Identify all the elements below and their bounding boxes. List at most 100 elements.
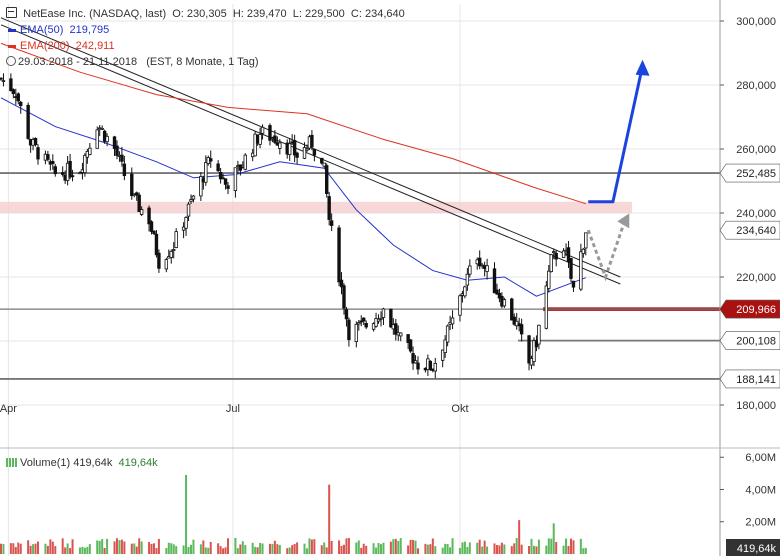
candle <box>19 100 23 114</box>
candle <box>339 272 344 295</box>
volume-bar <box>130 543 133 554</box>
volume-bar <box>17 542 20 554</box>
candle <box>408 339 413 353</box>
candle-body <box>389 308 393 328</box>
candle <box>581 247 586 258</box>
x-tick-label: Apr <box>0 403 17 415</box>
volume-bar <box>69 548 72 554</box>
volume-label: Volume(1) <box>20 457 71 469</box>
candle <box>502 297 507 308</box>
candle-body <box>547 270 551 289</box>
candle-body <box>357 322 361 325</box>
volume-tick-label: 6,00M <box>745 452 776 464</box>
volume-bar <box>379 544 382 554</box>
candle <box>51 154 55 170</box>
volume-bar <box>140 541 143 554</box>
candle <box>152 230 156 235</box>
candle <box>381 307 386 326</box>
x-tick-label: Jul <box>226 403 240 415</box>
y-tick-label: 180,000 <box>736 400 776 412</box>
volume-bar <box>409 539 412 554</box>
volume-bar <box>528 546 531 554</box>
candle <box>1 73 6 87</box>
volume-bar <box>209 541 212 554</box>
volume-bar <box>520 544 523 554</box>
candle-body <box>26 104 30 139</box>
volume-bar <box>101 539 104 554</box>
candle-body <box>216 163 220 172</box>
candle <box>492 262 497 294</box>
candle <box>433 357 437 379</box>
candle <box>164 257 169 273</box>
candle-body <box>305 148 309 151</box>
candle <box>584 232 588 256</box>
candle-body <box>325 165 329 194</box>
volume-bar <box>303 543 306 554</box>
volume-bar <box>461 542 464 554</box>
volume-bar <box>434 546 437 554</box>
candle <box>216 160 220 173</box>
candle <box>11 88 16 99</box>
volume-bar <box>259 542 262 554</box>
candle-body <box>394 323 398 335</box>
candle-body <box>408 339 413 352</box>
volume-bar <box>187 546 190 554</box>
ema200-legend[interactable]: EMA(200) 242,911 <box>8 40 115 53</box>
volume-tick-label: 2,00M <box>745 517 776 529</box>
candle-body <box>463 286 467 297</box>
candle <box>9 73 13 92</box>
candle-body <box>465 273 470 286</box>
candle-body <box>209 158 213 162</box>
volume-bar <box>582 548 585 554</box>
tag-last-price-bg <box>719 220 780 240</box>
volume-bar <box>357 540 360 554</box>
candle <box>327 191 331 226</box>
volume-bar <box>296 542 299 554</box>
candle <box>485 258 489 280</box>
candle <box>344 307 349 327</box>
candle-body <box>278 142 282 149</box>
candle <box>416 356 420 375</box>
volume-bar <box>276 544 279 554</box>
candle-body <box>184 217 188 229</box>
volume-bar <box>547 538 550 554</box>
candle <box>147 205 151 232</box>
volume-bar <box>236 548 239 554</box>
candle-body <box>19 101 23 107</box>
volume-bar <box>120 539 123 554</box>
candle-body <box>191 195 196 200</box>
candle <box>135 191 139 201</box>
candle-body <box>273 135 277 143</box>
volume-bar <box>535 546 538 554</box>
volume-bar <box>365 545 368 554</box>
volume-bar <box>476 542 479 554</box>
volume-bar <box>14 547 17 554</box>
x-tick-label: Okt <box>451 403 468 415</box>
volume-bar <box>202 540 205 554</box>
volume-bar <box>537 539 540 554</box>
candle-body <box>268 125 272 141</box>
candle-body <box>537 324 541 345</box>
high-value: 239,470 <box>246 8 287 20</box>
volume-bar <box>466 546 469 554</box>
candle <box>510 297 514 321</box>
ema50-legend[interactable]: EMA(50) 219,795 <box>8 24 109 37</box>
volume-bar <box>567 545 570 554</box>
volume-bar <box>37 541 40 554</box>
candle-body <box>337 227 341 283</box>
candle-body <box>157 252 161 269</box>
volume-bar <box>426 544 429 554</box>
candle-body <box>199 176 203 197</box>
candle-body <box>287 143 292 155</box>
candle-body <box>544 285 549 329</box>
candle <box>26 102 30 140</box>
candle-body <box>374 318 378 327</box>
candle <box>100 125 104 130</box>
candle-body <box>468 265 472 275</box>
candle <box>189 194 193 204</box>
tag-200108-text: 200,108 <box>736 336 776 348</box>
volume-bar <box>360 547 363 554</box>
volume-bar <box>34 543 37 554</box>
period-range: 29.03.2018 - 21.11.2018 <box>18 56 138 68</box>
volume-bar <box>342 544 345 554</box>
